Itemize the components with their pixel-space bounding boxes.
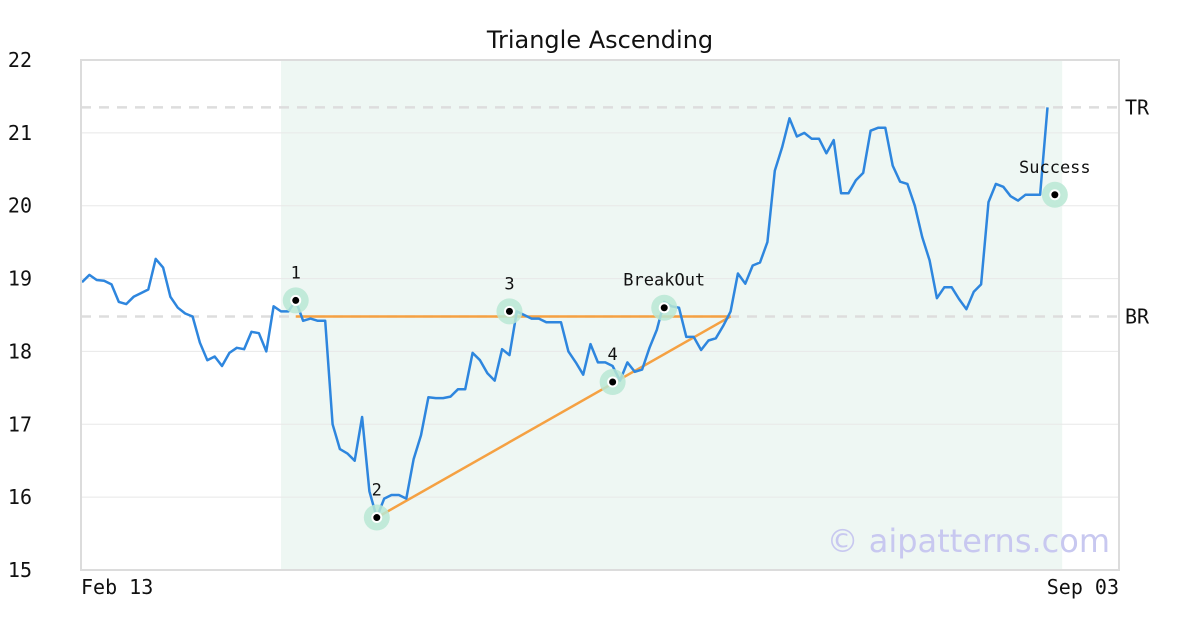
marker-dot — [609, 378, 617, 386]
marker-dot — [1051, 191, 1059, 199]
point-label: 1 — [291, 263, 301, 283]
y-tick-label: 18 — [8, 339, 32, 363]
level-label: TR — [1125, 95, 1150, 119]
y-tick-label: 17 — [8, 412, 32, 436]
x-tick-label: Feb 13 — [81, 575, 153, 599]
y-tick-label: 21 — [8, 121, 32, 145]
marker-dot — [292, 296, 300, 304]
plot-frame — [80, 59, 1120, 571]
y-tick-label: 20 — [8, 194, 32, 218]
y-tick-label: 22 — [8, 48, 32, 72]
x-tick-label: Sep 03 — [1047, 575, 1119, 599]
marker-dot — [505, 307, 513, 315]
point-label: 3 — [504, 274, 514, 294]
pattern-line — [376, 315, 732, 519]
y-tick-label: 19 — [8, 267, 32, 291]
marker-dot — [660, 304, 668, 312]
level-label: BR — [1125, 304, 1150, 328]
point-label: 2 — [372, 481, 382, 501]
point-label: Success — [1019, 158, 1091, 178]
y-tick-label: 16 — [8, 485, 32, 509]
point-label: 4 — [608, 345, 618, 365]
watermark: © aipatterns.com — [827, 522, 1110, 560]
price-line — [81, 107, 1049, 519]
marker-dot — [373, 514, 381, 522]
y-tick-label: 15 — [8, 558, 32, 582]
chart-title: Triangle Ascending — [486, 26, 713, 54]
point-label: BreakOut — [623, 271, 705, 291]
